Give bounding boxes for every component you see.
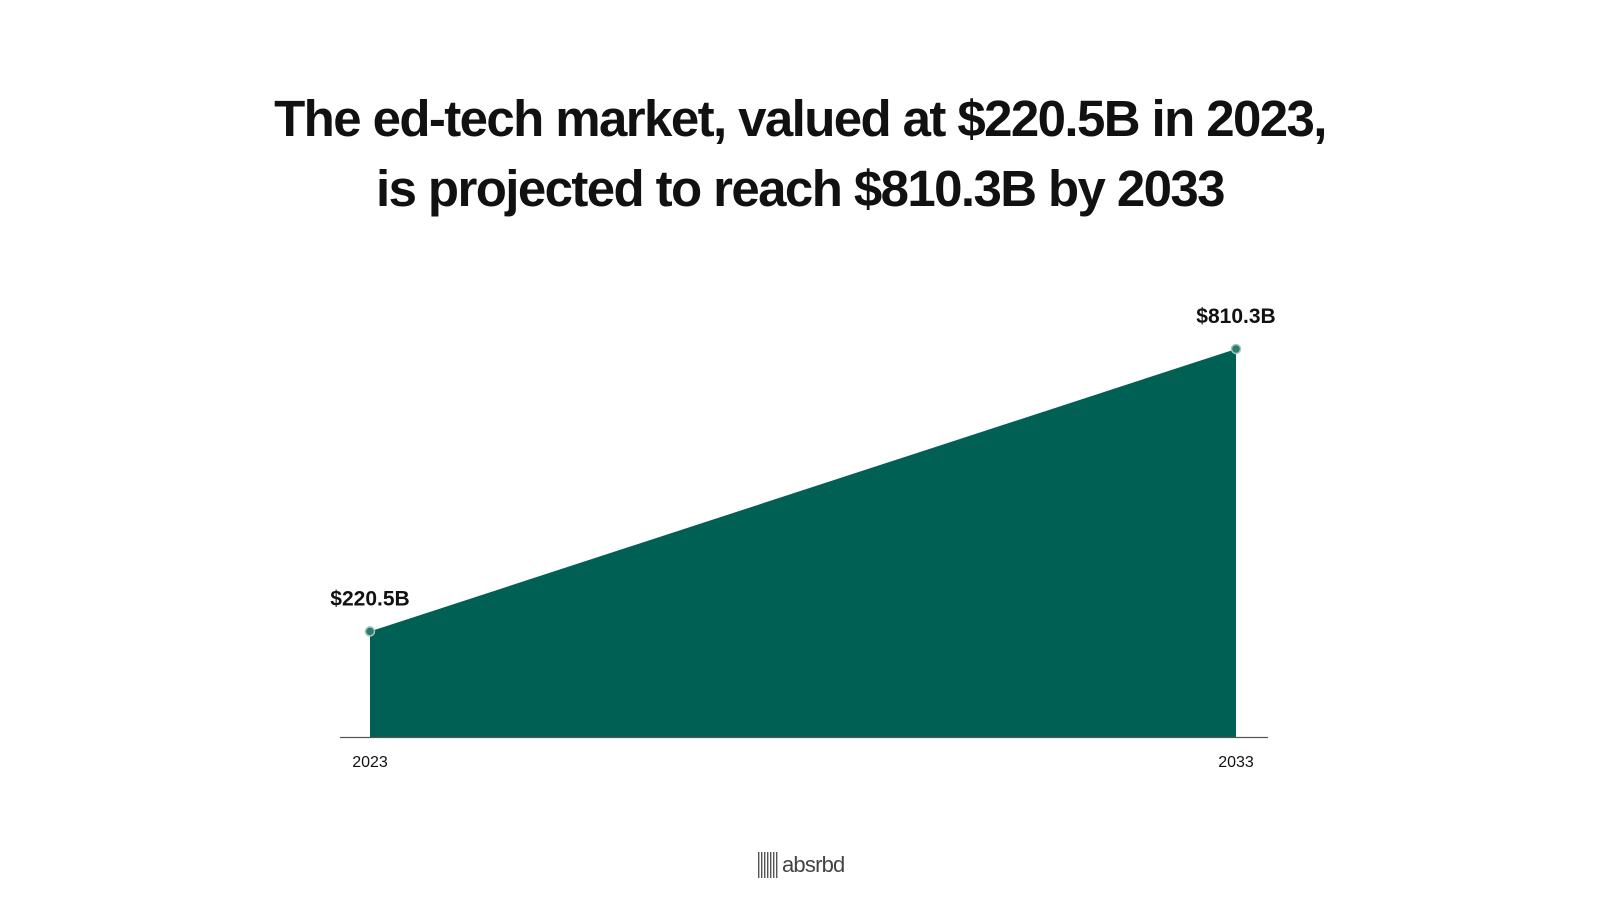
barcode-icon <box>758 852 778 878</box>
chart-title: The ed-tech market, valued at $220.5B in… <box>0 84 1600 224</box>
data-point-2033 <box>1230 343 1242 355</box>
brand-logo-text: absrbd <box>782 852 845 877</box>
data-label-2023: $220.5B <box>330 587 409 610</box>
data-label-2033: $810.3B <box>1196 305 1275 328</box>
x-tick-label-2023: 2023 <box>352 754 388 771</box>
brand-logo: absrbd <box>757 850 845 880</box>
area-fill <box>370 348 1236 737</box>
chart-title-line-2: is projected to reach $810.3B by 2033 <box>376 160 1226 217</box>
x-tick-label-2033: 2033 <box>1218 754 1254 771</box>
chart-title-line-1: The ed-tech market, valued at $220.5B in… <box>274 90 1327 147</box>
data-point-2023 <box>364 626 376 637</box>
